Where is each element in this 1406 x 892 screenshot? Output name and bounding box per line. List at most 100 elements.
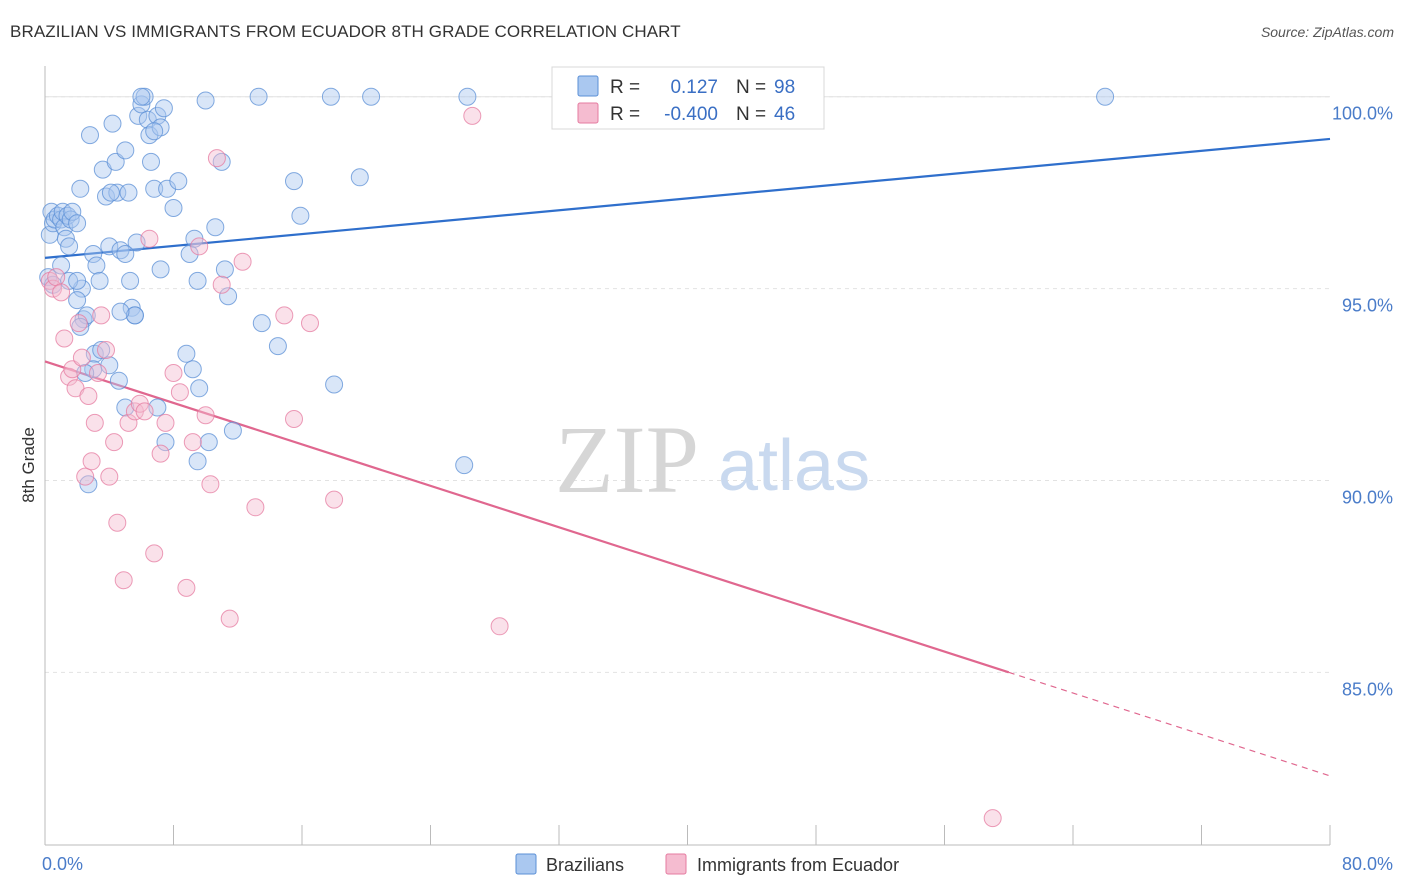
series-ecuador (40, 106, 1002, 828)
data-point (119, 413, 138, 432)
data-point (100, 237, 119, 256)
data-point (190, 237, 209, 256)
data-point (321, 87, 340, 106)
data-point (215, 260, 234, 279)
data-point (291, 206, 310, 225)
data-point (285, 410, 303, 428)
data-point (125, 306, 144, 325)
data-point (68, 214, 87, 233)
data-point (170, 383, 189, 402)
data-point (47, 268, 66, 287)
trend-line-1 (44, 360, 1010, 674)
data-point (106, 152, 125, 171)
bottom-legend-ecuador: Immigrants from Ecuador (697, 855, 899, 875)
data-point (249, 87, 268, 106)
series-legend: Brazilians Immigrants from Ecuador (515, 853, 899, 875)
data-point (151, 260, 170, 279)
data-point (219, 287, 238, 306)
data-point (132, 87, 151, 106)
bottom-legend-swatch-ecuador (665, 853, 687, 875)
data-point (101, 183, 120, 202)
data-point (156, 433, 175, 452)
x-tick-labels: 0.0% 80.0% (42, 854, 1393, 874)
data-point (116, 398, 135, 417)
axes (44, 66, 1331, 846)
legend-r-value-1: 0.127 (670, 77, 718, 98)
data-point (223, 421, 242, 440)
legend-swatch-brazilians (577, 75, 599, 97)
data-point (285, 172, 303, 191)
data-point (188, 271, 207, 290)
y-tick-label-1: 90.0% (1342, 487, 1393, 507)
data-point (85, 413, 104, 432)
data-point (92, 306, 111, 325)
legend-r-label-1: R = (610, 77, 640, 98)
trend-line-0 (44, 137, 1331, 259)
data-point (220, 609, 239, 628)
legend-r-label-2: R = (610, 104, 640, 125)
correlation-legend: R = 0.127 N = 98 R = -0.400 N = 46 (551, 66, 825, 130)
trend-lines (44, 137, 1331, 777)
data-point (114, 571, 133, 590)
data-point (90, 271, 109, 290)
data-point (268, 337, 287, 356)
y-tick-label-3: 100.0% (1332, 104, 1393, 124)
chart-title: BRAZILIAN VS IMMIGRANTS FROM ECUADOR 8TH… (10, 22, 681, 41)
data-point (188, 452, 207, 471)
data-point (129, 106, 148, 125)
data-point (116, 245, 135, 263)
data-point (111, 302, 130, 321)
data-point (463, 106, 482, 125)
legend-n-value-1: 98 (774, 77, 795, 98)
data-point (81, 126, 99, 145)
data-point (108, 513, 127, 532)
data-point (140, 229, 159, 248)
x-tick-label-1: 80.0% (1342, 854, 1393, 874)
data-point (97, 341, 115, 359)
data-point (362, 87, 381, 106)
data-point (207, 149, 226, 168)
data-point (84, 245, 103, 263)
data-point (148, 106, 167, 125)
data-point (60, 237, 79, 256)
data-point (199, 433, 218, 452)
data-point (252, 314, 271, 333)
legend-n-label-1: N = (736, 77, 766, 98)
data-point (69, 314, 88, 333)
data-point (52, 256, 71, 275)
data-point (145, 179, 164, 198)
data-point (154, 99, 173, 118)
data-point (68, 271, 87, 290)
data-point (105, 433, 124, 452)
data-point (151, 444, 170, 463)
data-point (490, 617, 509, 636)
y-tick-label-2: 95.0% (1342, 296, 1393, 316)
grid-lines (45, 96, 1330, 673)
data-point (164, 199, 183, 217)
data-point (135, 402, 154, 421)
legend-r-value-2: -0.400 (664, 104, 718, 125)
watermark-atlas: atlas (718, 426, 870, 506)
data-point (190, 379, 209, 398)
data-point (983, 809, 1002, 828)
data-point (177, 578, 196, 597)
data-point (325, 490, 344, 509)
legend-swatch-ecuador (577, 102, 599, 124)
data-point (145, 544, 164, 563)
data-point (92, 341, 111, 359)
bottom-legend-brazilians: Brazilians (546, 855, 624, 875)
data-point (246, 498, 265, 517)
data-point (156, 413, 175, 432)
data-point (455, 456, 474, 475)
data-point (183, 433, 202, 452)
data-point (52, 283, 71, 302)
data-point (206, 218, 225, 237)
data-point (196, 91, 215, 110)
data-points (39, 87, 1115, 828)
data-point (79, 387, 98, 405)
data-point (142, 152, 160, 171)
data-point (458, 87, 477, 106)
data-point (1096, 87, 1115, 106)
data-point (201, 475, 220, 494)
